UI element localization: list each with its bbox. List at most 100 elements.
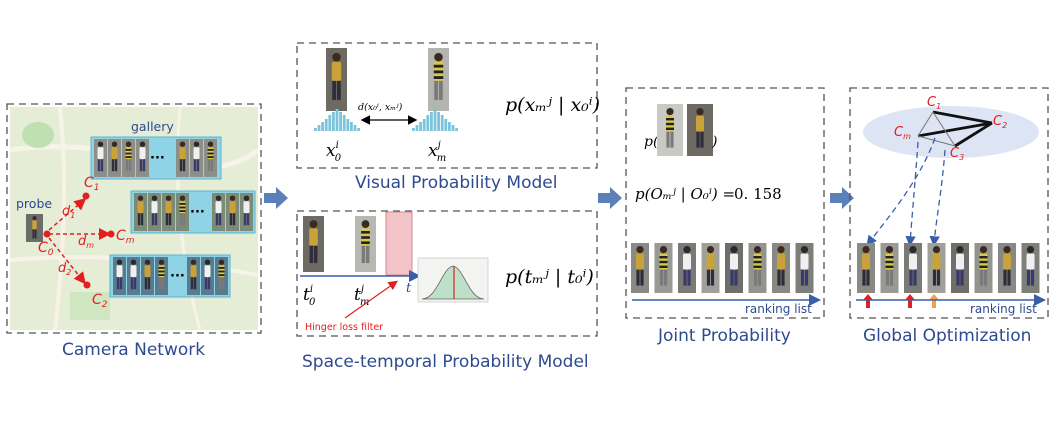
- network-labels: C0 C1 Cm C2 d1 dm d2: [38, 175, 135, 310]
- histogram-bar: [314, 128, 317, 131]
- edge-d2-label: d2: [58, 261, 71, 277]
- gallery-row-2: ···: [109, 254, 231, 298]
- camera-network-frame: [6, 103, 262, 334]
- node-c1-dot: [82, 192, 90, 200]
- flow-arrow-3: [830, 187, 854, 209]
- edge-dm-label: dm: [78, 234, 94, 250]
- probe-image: [26, 214, 43, 242]
- gallery-row-1: ···: [90, 136, 222, 180]
- tm-label: tj m: [354, 284, 369, 308]
- histogram-left: [314, 109, 360, 131]
- graph-node-c1: C1: [927, 95, 941, 111]
- camera-network-caption: Camera Network: [62, 340, 206, 360]
- histogram-bar: [328, 115, 332, 131]
- global-ranking-images: [857, 243, 1040, 293]
- graph-node-c3: C3: [950, 146, 964, 162]
- joint-probability-caption: Joint Probability: [658, 326, 791, 346]
- node-c2-dot: [83, 281, 91, 289]
- filter-label: Hinger loss filter: [305, 322, 383, 333]
- gaussian-plot: [417, 257, 489, 303]
- histogram-bar: [426, 115, 430, 131]
- gallery-ellipsis: ···: [170, 269, 185, 284]
- probe-person-image: [326, 48, 347, 111]
- node-cm-dot: [107, 230, 115, 238]
- histogram-bar: [353, 125, 357, 131]
- histogram-bar: [335, 109, 339, 131]
- joint-p-prefix: p(: [644, 134, 659, 150]
- histogram-bar: [321, 122, 324, 131]
- global-optimization-caption: Global Optimization: [863, 326, 1032, 346]
- flow-arrows: [264, 187, 854, 209]
- histogram-bar: [342, 115, 346, 131]
- histogram-bar: [455, 128, 458, 131]
- histogram-bar: [422, 119, 426, 131]
- assignment-arrows: [866, 137, 946, 247]
- joint-pair-images: [657, 104, 713, 156]
- filter-window: [385, 211, 413, 276]
- histogram-bar: [430, 112, 433, 131]
- node-c1-label: C1: [84, 175, 100, 193]
- edge-d2: [48, 237, 86, 285]
- distance-label: d(x₀ⁱ, xₘʲ): [358, 102, 403, 113]
- joint-value: 0. 158: [734, 185, 782, 203]
- edge-c1-c3: [932, 111, 956, 147]
- joint-ranking-images: [631, 243, 814, 293]
- histogram-bar: [415, 125, 419, 131]
- edge-c1-c2: [932, 110, 993, 125]
- t0-label: ti 0: [303, 284, 316, 308]
- global-optimization-frame: [849, 87, 1049, 319]
- probe-label: probe: [16, 196, 52, 211]
- histogram-bar: [350, 122, 353, 131]
- node-c0-label: C0: [38, 240, 54, 258]
- histogram-bar: [419, 122, 422, 131]
- graph-node-labels: C1 C2 Cm C3: [894, 95, 1007, 162]
- marker-red-2: [905, 294, 915, 308]
- filter-pointer: [344, 280, 398, 319]
- time-axis-label: t: [406, 281, 412, 296]
- histogram-bar: [444, 119, 448, 131]
- histogram-bar: [346, 119, 350, 131]
- graph-ellipse: [863, 106, 1039, 158]
- histogram-bar: [357, 128, 360, 131]
- global-ranking-label: ranking list: [970, 302, 1037, 316]
- joint-probability-panel: p( ) p(Oₘʲ | O₀ⁱ) = 0. 158 ranking list: [625, 87, 825, 319]
- histogram-bar: [448, 122, 451, 131]
- x0-label: xi 0: [326, 140, 342, 164]
- histogram-bar: [332, 112, 335, 131]
- edge-d1-label: d1: [62, 204, 75, 220]
- assignment-arrow-2: [905, 141, 919, 247]
- gallery-row-m: ···: [130, 190, 256, 234]
- gallery-label: gallery: [131, 119, 174, 134]
- joint-ranking-label: ranking list: [745, 302, 812, 316]
- histogram-bar: [324, 119, 328, 131]
- visual-model-panel: d(x₀ⁱ, xₘʲ) xi 0 xj m p(xₘʲ | x₀ⁱ): [296, 42, 600, 169]
- marker-orange: [929, 294, 939, 308]
- node-cm-label: Cm: [116, 228, 135, 246]
- histogram-right: [412, 109, 458, 131]
- edge-cm-c2: [917, 121, 993, 138]
- network-edges: [48, 198, 111, 285]
- visual-model-frame: [296, 42, 598, 169]
- space-temporal-caption: Space-temporal Probability Model: [302, 352, 589, 372]
- histogram-bar: [433, 109, 437, 131]
- node-c2-label: C2: [92, 292, 108, 310]
- assignment-arrow-1: [866, 137, 936, 247]
- temporal-formula: p(tₘʲ | t₀ⁱ): [505, 266, 594, 288]
- graph-node-c2: C2: [993, 114, 1007, 130]
- gallery-ellipsis: ···: [190, 205, 205, 220]
- gallery-person-image: [428, 48, 449, 111]
- joint-formula: p(Oₘʲ | O₀ⁱ) =: [635, 185, 735, 203]
- histogram-bar: [339, 112, 342, 131]
- flow-arrow-2: [598, 187, 622, 209]
- graph-node-cm: Cm: [894, 125, 911, 141]
- visual-formula: p(xₘʲ | x₀ⁱ): [505, 94, 600, 116]
- marker-red-1: [863, 294, 873, 308]
- joint-p-suffix: ): [711, 134, 717, 150]
- histogram-bar: [451, 125, 455, 131]
- graph-weak-edges: [917, 111, 956, 147]
- flow-arrow-1: [264, 187, 288, 209]
- edge-d1: [48, 198, 87, 231]
- edge-c1-cm: [917, 111, 934, 137]
